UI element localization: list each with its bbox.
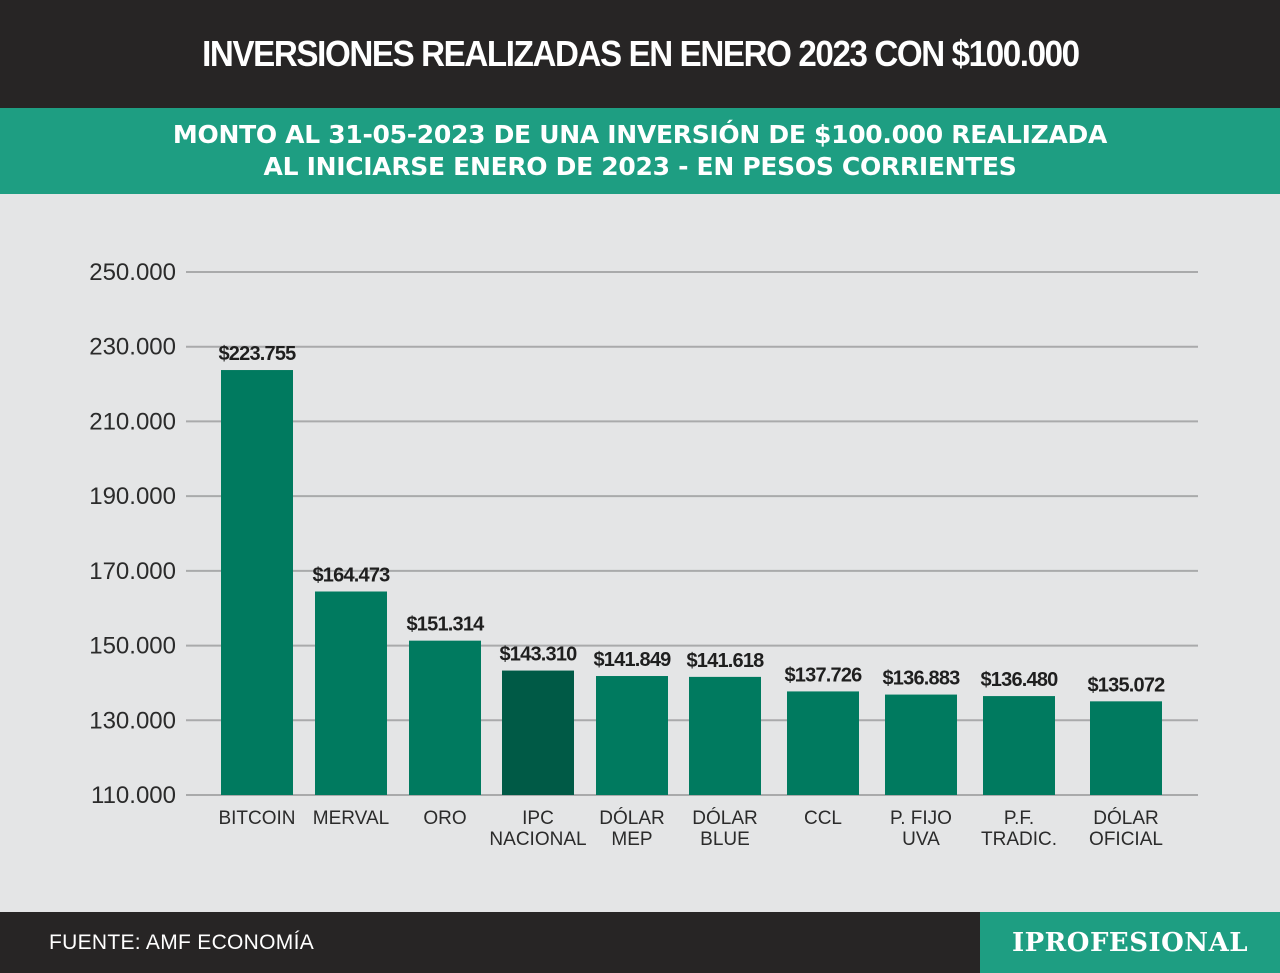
bar [502, 670, 574, 795]
chart-svg: 110.000 130.000 150.000 170.000 190.000 210.0… [89, 259, 1198, 850]
x-tick-label: NACIONAL [489, 829, 586, 850]
x-tick-label: BLUE [700, 829, 750, 850]
data-label: $164.473 [312, 565, 390, 587]
brand-logo: IPROFESIONAL [1011, 927, 1249, 958]
y-tick-label: 230.000 [89, 334, 176, 361]
x-tick-label: CCL [804, 808, 842, 829]
y-tick-label: 130.000 [89, 707, 176, 734]
bar [787, 691, 859, 795]
data-label: $135.072 [1087, 674, 1165, 696]
x-tick-label: P.F. [1004, 808, 1034, 829]
data-label: $151.314 [406, 614, 485, 636]
y-tick-label: 210.000 [89, 408, 176, 435]
bar [409, 640, 481, 795]
y-tick-label: 170.000 [89, 558, 176, 585]
x-tick-label: BITCOIN [218, 808, 295, 829]
x-tick-label: IPC [522, 808, 554, 829]
bar [221, 370, 293, 795]
footer-brand-bar: IPROFESIONAL [980, 912, 1280, 973]
data-label: $141.849 [593, 649, 671, 671]
bar [689, 676, 761, 795]
source-note: FUENTE: AMF ECONOMÍA [49, 930, 315, 954]
y-tick-label: 250.000 [89, 259, 176, 286]
bar [1090, 701, 1162, 795]
data-label: $143.310 [499, 644, 577, 666]
data-label: $136.480 [980, 669, 1058, 691]
subtitle-bar: MONTO AL 31-05-2023 DE UNA INVERSIÓN DE … [0, 108, 1280, 194]
data-label: $136.883 [882, 668, 960, 690]
y-tick-label: 110.000 [91, 782, 176, 809]
data-label: $137.726 [784, 664, 862, 686]
x-tick-label: MERVAL [313, 808, 389, 829]
bar [983, 696, 1055, 795]
y-tick-label: 150.000 [89, 633, 176, 660]
subtitle-line-1: MONTO AL 31-05-2023 DE UNA INVERSIÓN DE … [172, 120, 1108, 149]
title-bar: INVERSIONES REALIZADAS EN ENERO 2023 CON… [0, 0, 1280, 108]
bar [885, 694, 957, 795]
x-tick-label: OFICIAL [1089, 829, 1163, 850]
x-tick-label: DÓLAR [692, 807, 757, 829]
subtitle-line-2: AL INICIARSE ENERO DE 2023 - EN PESOS CO… [263, 152, 1017, 181]
data-label: $141.618 [686, 650, 764, 672]
bar-chart: 110.000 130.000 150.000 170.000 190.000 210.0… [0, 194, 1280, 912]
chart-title: INVERSIONES REALIZADAS EN ENERO 2023 CON… [201, 33, 1080, 74]
x-tick-label: P. FIJO [890, 808, 952, 829]
bar [315, 591, 387, 795]
data-label: $223.755 [218, 343, 296, 365]
footer-source-bar: FUENTE: AMF ECONOMÍA [0, 912, 980, 973]
x-tick-label: MEP [611, 829, 652, 850]
x-tick-label: DÓLAR [599, 807, 664, 829]
x-tick-label: TRADIC. [981, 829, 1057, 850]
x-tick-label: UVA [902, 829, 940, 850]
x-tick-label: DÓLAR [1093, 807, 1158, 829]
x-tick-label: ORO [423, 808, 466, 829]
y-tick-label: 190.000 [89, 483, 176, 510]
bar [596, 676, 668, 795]
